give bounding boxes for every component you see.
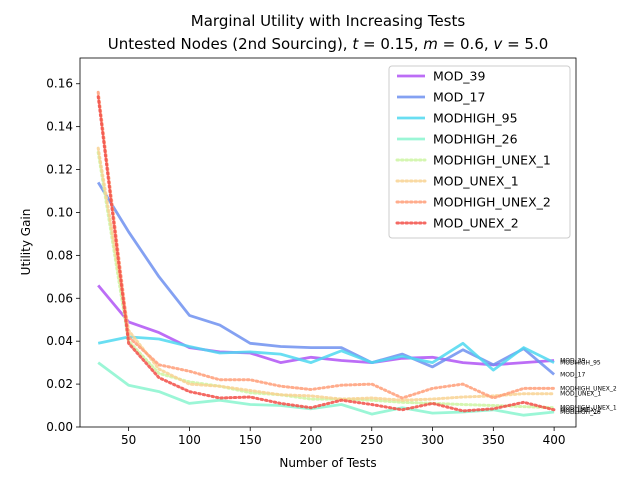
x-axis-label: Number of Tests: [279, 456, 376, 470]
end-label: MODHIGH_26: [560, 409, 601, 416]
legend-entry: MOD_UNEX_2: [433, 216, 519, 231]
y-tick-label: 0.04: [46, 334, 73, 348]
legend-frame: [388, 65, 571, 239]
x-tick-label: 50: [121, 433, 136, 447]
y-tick-label: 0.06: [46, 291, 73, 305]
y-tick-label: 0.10: [46, 205, 73, 219]
end-label: MOD_UNEX_1: [560, 391, 601, 398]
end-label: MOD_17: [560, 371, 585, 378]
end-label: MODHIGH_UNEX_1: [560, 405, 617, 412]
legend-entry: MOD_39: [433, 69, 485, 84]
end-label: MODHIGH_UNEX_2: [560, 385, 617, 392]
legend-entry: MODHIGH_95: [433, 111, 518, 126]
series-line-mod_39: [97, 284, 555, 367]
end-label: MODHIGH_95: [560, 360, 601, 367]
y-tick-label: 0.12: [46, 163, 73, 177]
chart-title-line1: Marginal Utility with Increasing Tests: [191, 12, 466, 30]
axes-frame: [79, 57, 577, 428]
y-tick-label: 0.02: [46, 377, 73, 391]
series-line-mod_unex_1: [96, 146, 556, 402]
legend-entry: MOD_UNEX_1: [433, 174, 519, 189]
x-tick-label: 350: [482, 433, 505, 447]
series-line-modhigh_95: [97, 335, 555, 372]
x-tick-label: 300: [421, 433, 444, 447]
y-tick-label: 0.16: [46, 77, 73, 91]
end-label: MOD_UNEX_2: [560, 407, 601, 414]
x-tick-label: 100: [178, 433, 201, 447]
x-tick-label: 200: [300, 433, 323, 447]
legend: MOD_39 MOD_17 MODHIGH_95 MODHIGH_26 MODHIGH_…: [388, 65, 571, 239]
y-tick-label: 0.14: [46, 120, 73, 134]
y-axis-label: Utility Gain: [19, 209, 33, 276]
x-tick-label: 150: [239, 433, 262, 447]
y-tick-label: 0.00: [46, 420, 73, 434]
chart-title-line2: Untested Nodes (2nd Sourcing), t = 0.15,…: [108, 35, 549, 53]
y-tick-label: 0.08: [46, 248, 73, 262]
series-line-modhigh_26: [97, 361, 555, 417]
legend-entry: MOD_17: [433, 90, 485, 105]
plot-area: 50 100 150 200 250 300 350 400 0.00 0.02 0.04 0.06 0…: [46, 57, 617, 447]
series-line-mod_unex_2: [96, 95, 556, 413]
legend-entry: MODHIGH_UNEX_1: [433, 153, 551, 168]
legend-entry: MODHIGH_UNEX_2: [433, 195, 551, 210]
x-tick-label: 250: [360, 433, 383, 447]
x-tick-label: 400: [543, 433, 566, 447]
legend-entry: MODHIGH_26: [433, 132, 518, 147]
end-label: MOD_39: [560, 357, 585, 364]
series-line-modhigh_unex_2: [96, 90, 556, 400]
